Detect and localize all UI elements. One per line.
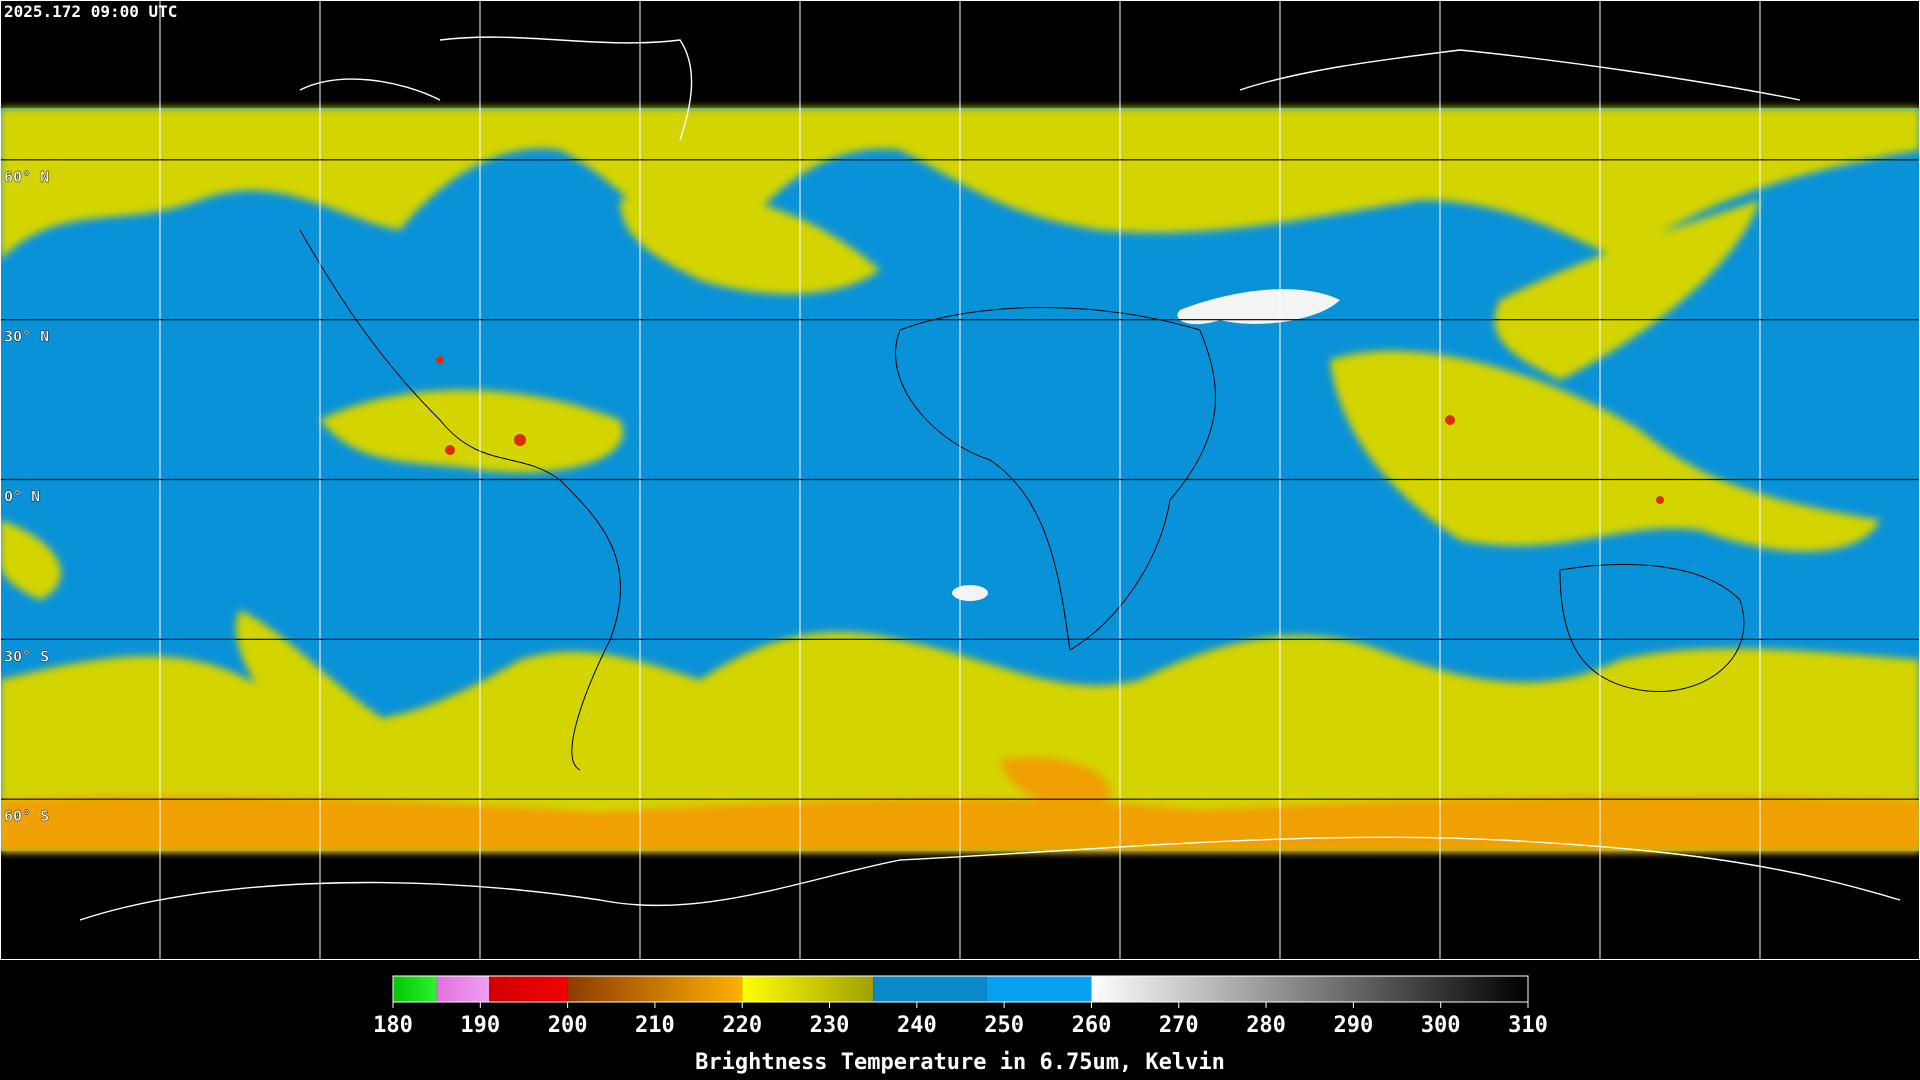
colorbar-tick-label: 310 xyxy=(1508,1013,1548,1038)
colorbar-segment xyxy=(436,976,490,1002)
colorbar-tick-label: 280 xyxy=(1246,1013,1286,1038)
colorbar-tick-label: 240 xyxy=(897,1013,937,1038)
latitude-label: 60° N xyxy=(4,168,49,186)
colorbar-segment xyxy=(873,976,987,1002)
dry-areas xyxy=(952,289,1340,601)
colorbar-label: Brightness Temperature in 6.75um, Kelvin xyxy=(695,1050,1225,1075)
latitude-label: 30° N xyxy=(4,328,49,346)
colorbar-tick-label: 300 xyxy=(1421,1013,1461,1038)
colorbar-tick-label: 190 xyxy=(460,1013,500,1038)
colorbar-segment xyxy=(489,976,568,1002)
colorbar-frame xyxy=(392,975,1529,1003)
colorbar-tick-label: 250 xyxy=(984,1013,1024,1038)
cold-cloud-tops xyxy=(436,356,1664,504)
colorbar-tick-label: 260 xyxy=(1072,1013,1112,1038)
latitude-label: 30° S xyxy=(4,647,49,665)
colorbar-tick-label: 210 xyxy=(635,1013,675,1038)
colorbar-tick-label: 200 xyxy=(548,1013,588,1038)
polar-coastlines xyxy=(79,36,1901,921)
colorbar-segment xyxy=(986,976,1092,1002)
timestamp: 2025.172 09:00 UTC xyxy=(4,2,177,21)
colorbar-segment xyxy=(393,976,437,1002)
latitude-label: 60° S xyxy=(4,807,49,825)
colorbar-tick-label: 270 xyxy=(1159,1013,1199,1038)
colorbar-tick-label: 180 xyxy=(373,1013,413,1038)
latitude-label: 0° N xyxy=(4,488,40,506)
colorbar: 180 190 200 210 220 230 240 250 260 270 280 290 300 3… xyxy=(373,975,1548,1038)
colorbar-tick-label: 290 xyxy=(1334,1013,1374,1038)
colorbar-segment xyxy=(742,976,874,1002)
colorbar-segment xyxy=(1091,976,1528,1002)
colorbar-tick-label: 220 xyxy=(722,1013,762,1038)
colorbar-segment xyxy=(567,976,743,1002)
colorbar-tick-label: 230 xyxy=(810,1013,850,1038)
graticule: 60° N 30° N 0° N 30° S 60° S xyxy=(0,0,1920,960)
